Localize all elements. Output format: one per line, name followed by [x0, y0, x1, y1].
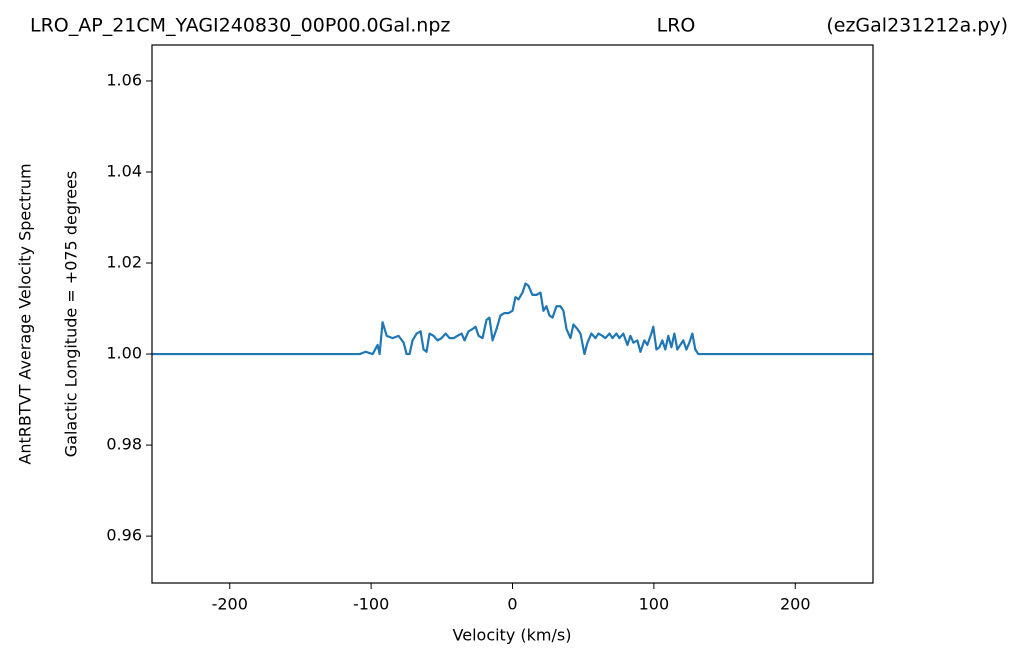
x-tick-label: 100	[639, 595, 670, 614]
x-tick-label: -200	[212, 595, 248, 614]
y-tick-label: 1.04	[106, 161, 142, 180]
y-tick-label: 1.00	[106, 344, 142, 363]
y-tick-label: 1.06	[106, 70, 142, 89]
line-series	[152, 282, 873, 356]
plot-frame	[151, 44, 874, 584]
chart-title-script: (ezGal231212a.py)	[826, 15, 1008, 37]
y-tick-label: 0.96	[106, 526, 142, 545]
x-tick-label: -100	[353, 595, 389, 614]
y-tick-label: 0.98	[106, 435, 142, 454]
x-tick-label: 200	[780, 595, 811, 614]
chart-title-file: LRO_AP_21CM_YAGI240830_00P00.0Gal.npz	[30, 15, 450, 37]
x-axis-label: Velocity (km/s)	[453, 626, 572, 645]
x-tick-label: 0	[507, 595, 517, 614]
y-axis-label: AntRBTVT Average Velocity Spectrum	[16, 163, 35, 464]
y-axis-label: Galactic Longitude = +075 degrees	[62, 171, 81, 457]
y-tick-label: 1.02	[106, 253, 142, 272]
chart-title-site: LRO	[657, 15, 696, 37]
